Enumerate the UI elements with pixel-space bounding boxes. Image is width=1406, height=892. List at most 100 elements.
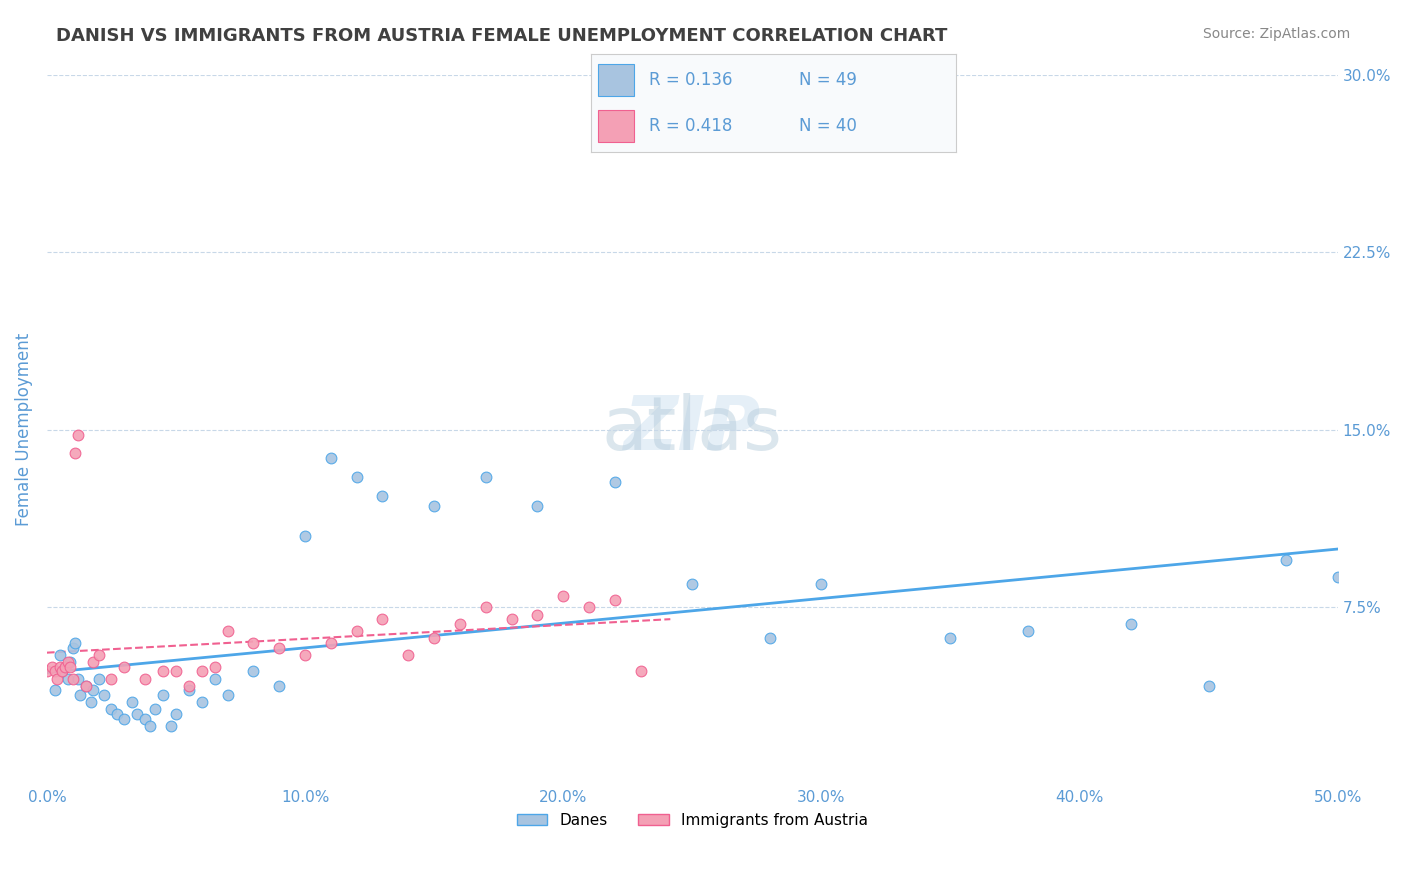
Point — [56, 672, 79, 686]
Text: Source: ZipAtlas.com: Source: ZipAtlas.com — [1202, 27, 1350, 41]
Point — [1326, 569, 1348, 583]
Point — [51, 665, 73, 679]
Point — [269, 640, 291, 655]
Point — [319, 636, 342, 650]
Point — [75, 679, 97, 693]
Point — [217, 624, 239, 639]
Point — [603, 593, 626, 607]
Point — [1119, 617, 1142, 632]
Point — [681, 576, 703, 591]
Point — [134, 672, 156, 686]
Point — [165, 706, 187, 721]
Point — [346, 624, 368, 639]
Point — [127, 706, 149, 721]
Y-axis label: Female Unemployment: Female Unemployment — [15, 334, 32, 526]
Point — [65, 446, 87, 460]
Point — [346, 470, 368, 484]
Point — [1017, 624, 1039, 639]
Point — [474, 600, 496, 615]
Point — [100, 672, 122, 686]
Point — [177, 683, 200, 698]
Point — [526, 607, 548, 622]
Point — [56, 655, 79, 669]
Point — [75, 679, 97, 693]
Point — [204, 672, 226, 686]
Point — [396, 648, 419, 662]
Point — [177, 679, 200, 693]
Text: ZIP: ZIP — [624, 393, 761, 467]
Point — [87, 648, 110, 662]
Point — [159, 719, 181, 733]
Point — [66, 672, 89, 686]
Point — [41, 659, 63, 673]
Point — [152, 688, 174, 702]
Point — [87, 672, 110, 686]
Point — [51, 665, 73, 679]
Text: R = 0.136: R = 0.136 — [650, 71, 733, 89]
Point — [758, 632, 780, 646]
Point — [82, 683, 104, 698]
Point — [44, 683, 66, 698]
Point — [553, 589, 575, 603]
Point — [371, 489, 394, 503]
Point — [93, 688, 115, 702]
Point — [112, 712, 135, 726]
Point — [46, 672, 69, 686]
Point — [62, 640, 84, 655]
Point — [1198, 679, 1220, 693]
Point — [319, 451, 342, 466]
Point — [82, 655, 104, 669]
Point — [939, 632, 962, 646]
Point — [65, 636, 87, 650]
Bar — [598, 111, 634, 142]
Point — [53, 659, 76, 673]
Text: atlas: atlas — [602, 393, 783, 467]
Point — [449, 617, 471, 632]
Point — [526, 499, 548, 513]
Point — [242, 665, 264, 679]
Text: N = 40: N = 40 — [799, 117, 856, 135]
Bar — [598, 64, 634, 95]
Point — [62, 672, 84, 686]
Point — [49, 659, 72, 673]
Point — [423, 499, 446, 513]
Point — [69, 688, 91, 702]
Point — [165, 665, 187, 679]
Point — [49, 648, 72, 662]
Point — [112, 659, 135, 673]
Point — [143, 702, 166, 716]
Point — [53, 659, 76, 673]
Point — [217, 688, 239, 702]
Point — [1275, 553, 1298, 567]
Point — [630, 665, 652, 679]
Text: DANISH VS IMMIGRANTS FROM AUSTRIA FEMALE UNEMPLOYMENT CORRELATION CHART: DANISH VS IMMIGRANTS FROM AUSTRIA FEMALE… — [56, 27, 948, 45]
Text: R = 0.418: R = 0.418 — [650, 117, 733, 135]
Point — [139, 719, 162, 733]
Point — [100, 702, 122, 716]
Point — [66, 427, 89, 442]
Point — [105, 706, 128, 721]
Point — [294, 529, 316, 543]
Point — [501, 612, 523, 626]
Text: N = 49: N = 49 — [799, 71, 856, 89]
Point — [423, 632, 446, 646]
Point — [269, 679, 291, 693]
Point — [578, 600, 600, 615]
Point — [371, 612, 394, 626]
Point — [810, 576, 832, 591]
Legend: Danes, Immigrants from Austria: Danes, Immigrants from Austria — [510, 807, 875, 834]
Point — [134, 712, 156, 726]
Point — [191, 695, 214, 709]
Point — [242, 636, 264, 650]
Point — [152, 665, 174, 679]
Point — [474, 470, 496, 484]
Point — [294, 648, 316, 662]
Point — [80, 695, 103, 709]
Point — [35, 665, 58, 679]
Point — [204, 659, 226, 673]
Point — [191, 665, 214, 679]
Point — [603, 475, 626, 489]
Point — [44, 665, 66, 679]
Point — [59, 659, 82, 673]
Point — [121, 695, 143, 709]
